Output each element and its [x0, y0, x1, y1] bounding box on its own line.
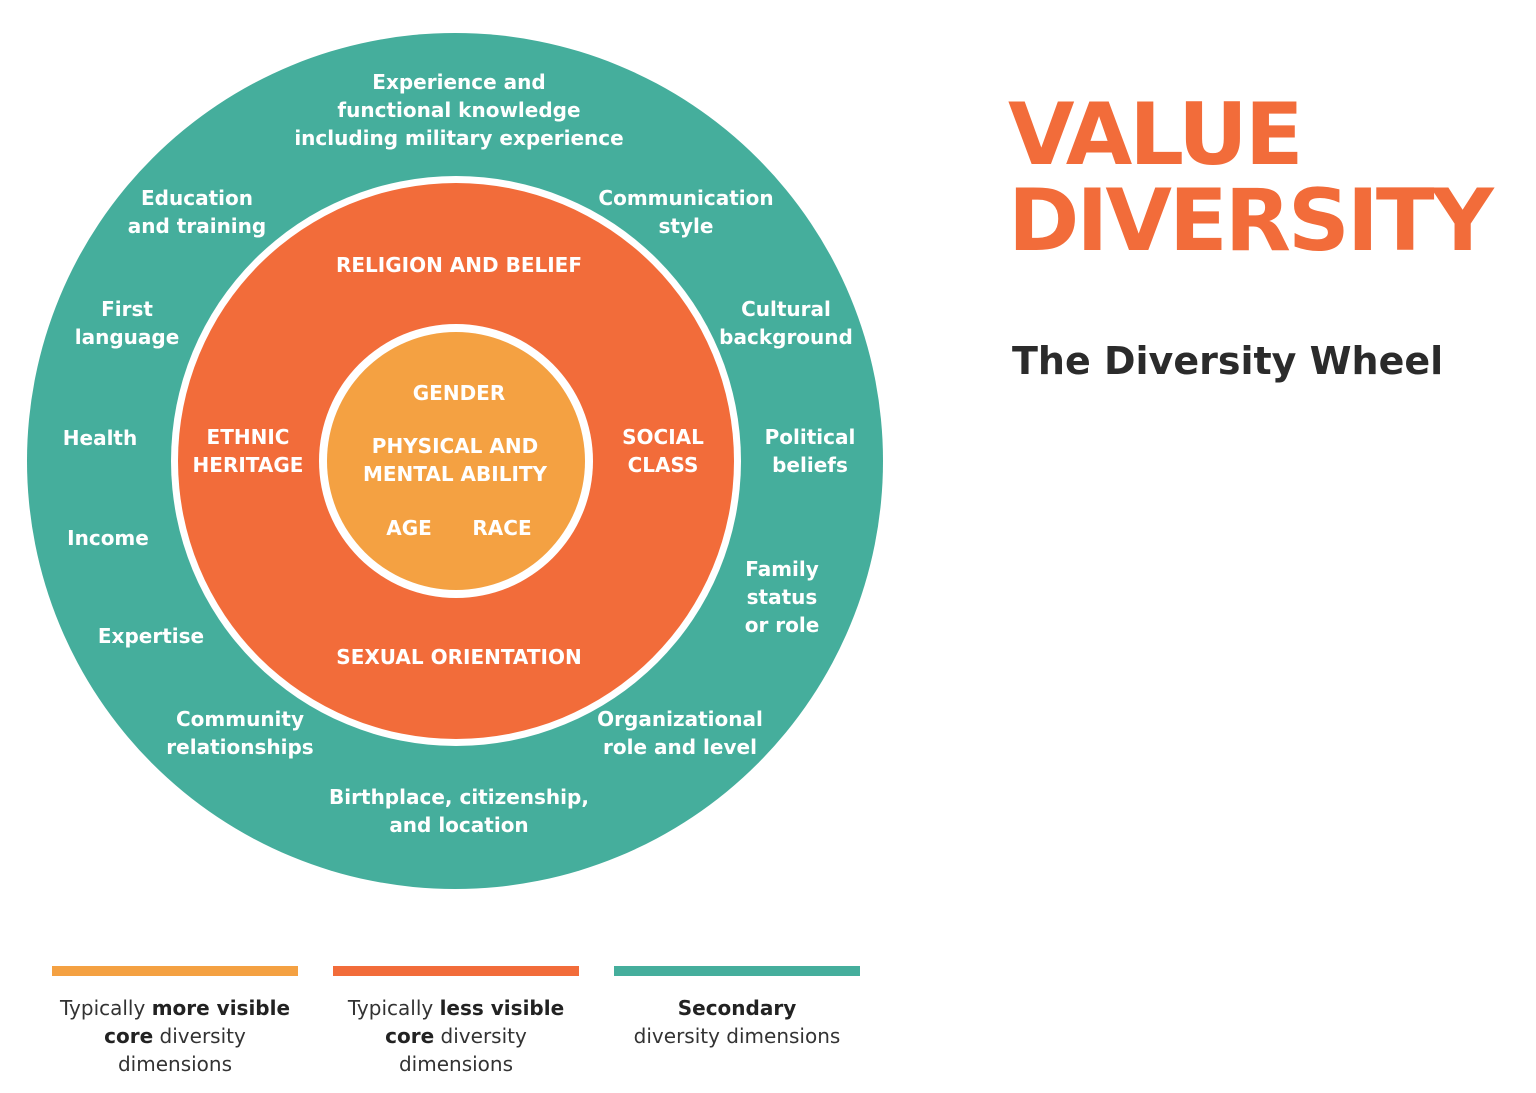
label-expertise: Expertise	[97, 624, 205, 648]
label-religion-belief: RELIGION AND BELIEF	[335, 253, 583, 277]
label-birthplace: Birthplace, citizenship, and location	[329, 785, 589, 837]
label-family-status: Family status or role	[744, 557, 820, 637]
diversity-wheel: GENDER PHYSICAL AND MENTAL ABILITY AGE R…	[0, 0, 900, 900]
legend-swatch-less-visible	[333, 966, 579, 976]
legend-swatch-secondary	[614, 966, 860, 976]
legend-text: Typically more visible core diversity di…	[59, 996, 291, 1076]
legend-text: Secondary diversity dimensions	[633, 996, 841, 1048]
label-social-class: SOCIAL CLASS	[622, 425, 704, 477]
legend-secondary: Secondary diversity dimensions	[614, 966, 860, 1050]
label-ethnic-heritage: ETHNIC HERITAGE	[192, 425, 304, 477]
legend-less-visible-core: Typically less visible core diversity di…	[333, 966, 579, 1078]
label-income: Income	[67, 526, 149, 550]
label-experience: Experience and functional knowledge incl…	[294, 70, 624, 150]
legend-more-visible-core: Typically more visible core diversity di…	[52, 966, 298, 1078]
label-first-language: First language	[74, 297, 180, 349]
label-education-training: Education and training	[127, 186, 267, 238]
label-physical-mental-ability: PHYSICAL AND MENTAL ABILITY	[362, 434, 548, 486]
label-age: AGE	[386, 516, 432, 540]
label-political-beliefs: Political beliefs	[764, 425, 856, 477]
legend-text: Typically less visible core diversity di…	[347, 996, 565, 1076]
label-community-relationships: Community relationships	[166, 707, 314, 759]
label-cultural-background: Cultural background	[719, 297, 853, 349]
page-subtitle: The Diversity Wheel	[1012, 339, 1444, 383]
legend-swatch-more-visible	[52, 966, 298, 976]
label-race: RACE	[472, 516, 532, 540]
more-visible-core-circle	[327, 332, 585, 590]
label-communication-style: Communication style	[598, 186, 774, 238]
label-organizational-role: Organizational role and level	[597, 707, 763, 759]
label-gender: GENDER	[412, 381, 506, 405]
label-sexual-orientation: SEXUAL ORIENTATION	[336, 645, 582, 669]
label-health: Health	[62, 426, 138, 450]
page-title: VALUE DIVERSITY	[1008, 85, 1494, 271]
